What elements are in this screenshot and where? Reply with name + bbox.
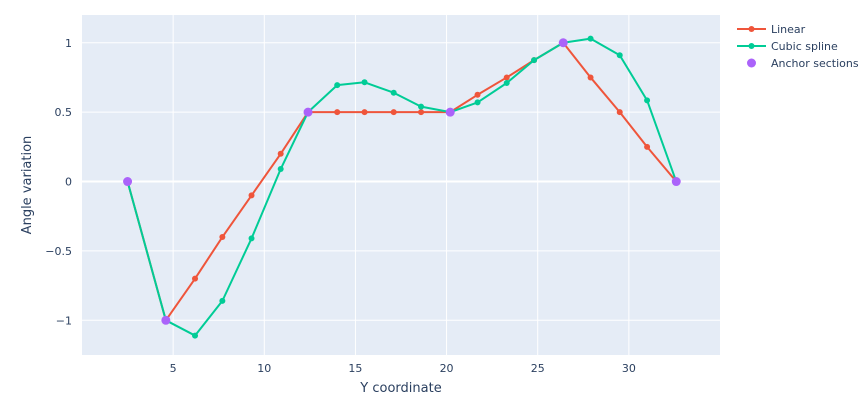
data-point — [390, 89, 397, 96]
plot-background — [82, 15, 720, 355]
data-point — [303, 107, 313, 117]
data-point — [248, 235, 255, 242]
data-point — [587, 35, 594, 42]
y-tick-label: 0 — [65, 176, 72, 189]
x-axis-title: Y coordinate — [359, 381, 441, 396]
data-point — [474, 91, 481, 98]
legend-item[interactable]: Linear — [737, 23, 806, 36]
legend[interactable]: Linear Cubic spline Anchor sections — [737, 23, 859, 70]
legend-item[interactable]: Cubic spline — [737, 40, 838, 53]
legend-swatch-marker — [747, 58, 756, 68]
data-point — [361, 109, 368, 116]
legend-swatch-marker — [748, 43, 755, 49]
data-point — [277, 150, 284, 157]
data-point — [334, 109, 341, 116]
data-point — [123, 177, 133, 187]
data-point — [474, 99, 481, 106]
y-tick-label: 0.5 — [55, 106, 73, 119]
y-tick-label: −1 — [56, 314, 72, 327]
legend-label: Anchor sections — [771, 57, 859, 70]
x-tick-label: 15 — [348, 362, 362, 375]
data-point — [390, 109, 397, 116]
data-point — [219, 297, 226, 304]
legend-swatch-marker — [748, 26, 755, 32]
data-point — [587, 74, 594, 81]
x-tick-label: 20 — [440, 362, 454, 375]
data-point — [418, 109, 425, 116]
data-point — [644, 97, 651, 104]
data-point — [616, 109, 623, 116]
data-point — [248, 192, 255, 199]
data-point — [418, 103, 425, 110]
data-point — [277, 166, 284, 173]
x-tick-label: 30 — [622, 362, 636, 375]
y-tick-label: −0.5 — [45, 245, 72, 258]
data-point — [192, 332, 199, 339]
data-point — [361, 79, 368, 86]
y-axis-title: Angle variation — [20, 136, 35, 235]
data-point — [616, 52, 623, 59]
data-point — [644, 143, 651, 150]
data-point — [503, 80, 510, 86]
data-point — [161, 315, 171, 325]
y-tick-label: 1 — [65, 37, 72, 50]
x-tick-label: 5 — [170, 362, 177, 375]
data-point — [558, 38, 568, 48]
legend-label: Linear — [771, 23, 806, 36]
series-anchor-sections — [123, 38, 681, 325]
series-layer — [123, 35, 681, 339]
x-tick-label: 25 — [531, 362, 545, 375]
series-line — [126, 41, 678, 322]
data-point — [192, 275, 199, 282]
data-point — [445, 107, 455, 117]
data-point — [531, 57, 538, 64]
series-line — [126, 37, 678, 337]
y-tick-labels: −1 −0.5 0 0.5 1 — [45, 37, 72, 328]
x-tick-label: 10 — [257, 362, 271, 375]
x-tick-labels: 5 10 15 20 25 30 — [170, 362, 636, 375]
legend-label: Cubic spline — [771, 40, 838, 53]
data-point — [219, 234, 226, 241]
data-point — [671, 177, 681, 187]
data-point — [334, 82, 341, 89]
data-point — [503, 74, 510, 81]
legend-item[interactable]: Anchor sections — [747, 57, 859, 70]
